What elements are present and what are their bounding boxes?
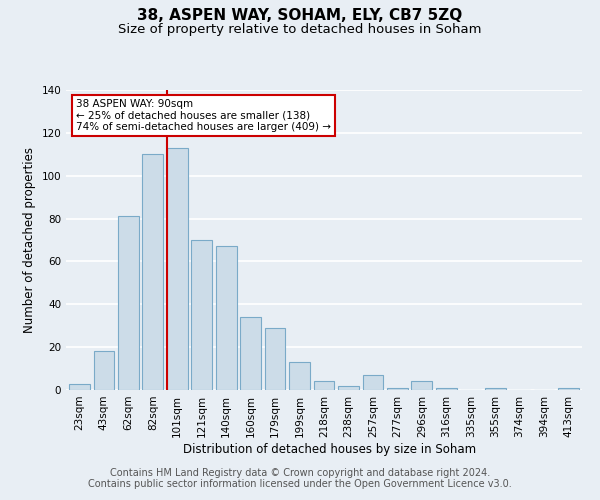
- Bar: [69, 384, 90, 390]
- Bar: [118, 216, 139, 390]
- Bar: [485, 388, 506, 390]
- Text: Distribution of detached houses by size in Soham: Distribution of detached houses by size …: [184, 442, 476, 456]
- Bar: [142, 154, 163, 390]
- Bar: [265, 328, 286, 390]
- Text: Contains HM Land Registry data © Crown copyright and database right 2024.: Contains HM Land Registry data © Crown c…: [110, 468, 490, 477]
- Bar: [387, 388, 408, 390]
- Bar: [216, 246, 236, 390]
- Bar: [436, 388, 457, 390]
- Bar: [558, 388, 579, 390]
- Y-axis label: Number of detached properties: Number of detached properties: [23, 147, 36, 333]
- Bar: [289, 362, 310, 390]
- Bar: [362, 375, 383, 390]
- Text: 38, ASPEN WAY, SOHAM, ELY, CB7 5ZQ: 38, ASPEN WAY, SOHAM, ELY, CB7 5ZQ: [137, 8, 463, 22]
- Bar: [412, 382, 432, 390]
- Bar: [167, 148, 188, 390]
- Bar: [338, 386, 359, 390]
- Text: Size of property relative to detached houses in Soham: Size of property relative to detached ho…: [118, 22, 482, 36]
- Bar: [191, 240, 212, 390]
- Bar: [314, 382, 334, 390]
- Text: Contains public sector information licensed under the Open Government Licence v3: Contains public sector information licen…: [88, 479, 512, 489]
- Text: 38 ASPEN WAY: 90sqm
← 25% of detached houses are smaller (138)
74% of semi-detac: 38 ASPEN WAY: 90sqm ← 25% of detached ho…: [76, 99, 331, 132]
- Bar: [94, 352, 114, 390]
- Bar: [240, 317, 261, 390]
